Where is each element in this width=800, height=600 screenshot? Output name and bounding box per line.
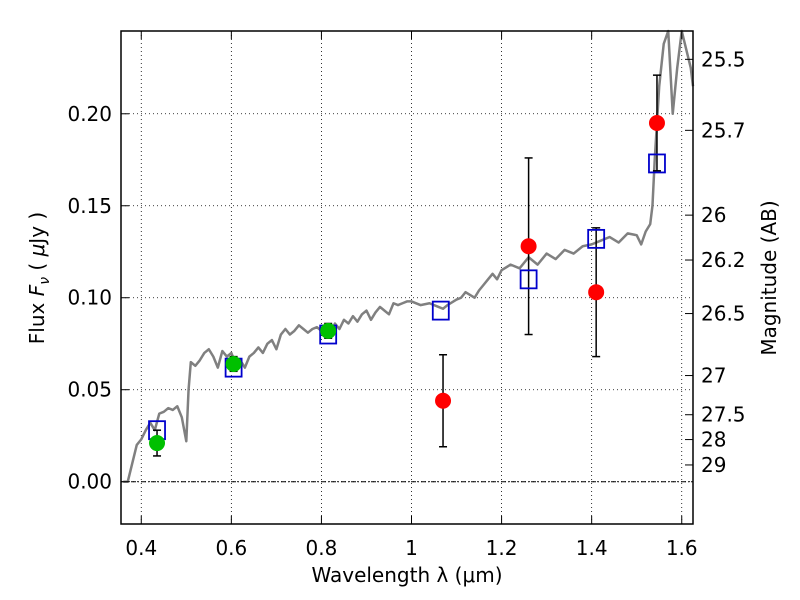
spectrum-line (123, 29, 695, 483)
y-label-symbol-mu: μ (25, 244, 49, 258)
model-square-marker (587, 228, 606, 249)
y2-tick-label: 25.5 (701, 47, 746, 71)
nondetection-point (648, 114, 665, 131)
detection-point (320, 322, 337, 339)
nondetection-point (520, 238, 537, 255)
detection-point (225, 355, 242, 372)
x-tick-label: 1.6 (666, 536, 698, 560)
y2-tick-label: 29 (701, 453, 726, 477)
x-axis-label: Wavelength λ (μm) (311, 563, 502, 587)
y-axis-label: Flux Fν ( μJy ) (25, 212, 53, 344)
axis-ticks: 0.4 0.6 0.8 1 1.2 1.4 1.6 0.00 0.05 0.10 0.15 0.20 2… (67, 31, 746, 560)
y2-tick-label: 26 (701, 203, 726, 227)
y-label-part: ( (25, 256, 49, 277)
model-square-marker (648, 153, 666, 174)
x-tick-label: 0.8 (306, 536, 338, 560)
data-series (123, 29, 695, 483)
y2-tick-label: 26.5 (701, 302, 746, 326)
x-tick-label: 0.6 (215, 536, 247, 560)
plot-frame (120, 30, 694, 525)
x-tick-label: 1.2 (486, 536, 518, 560)
detection-point (149, 435, 166, 452)
y2-tick-label: 25.7 (701, 118, 746, 142)
x-tick-label: 1 (405, 536, 418, 560)
y-tick-label: 0.10 (67, 286, 112, 310)
y2-tick-label: 28 (701, 428, 726, 452)
y-label-part: Jy ) (25, 212, 49, 246)
y-label-subscript-nu: ν (37, 277, 53, 285)
y-tick-label: 0.20 (67, 102, 112, 126)
nondetection-point (588, 284, 605, 301)
y-tick-label: 0.15 (67, 194, 112, 218)
y2-tick-label: 27 (701, 364, 726, 388)
x-tick-label: 0.4 (125, 536, 157, 560)
y-tick-label: 0.05 (67, 378, 112, 402)
nondetection-point (435, 392, 452, 409)
y2-axis-label: Magnitude (AB) (757, 200, 781, 355)
y2-tick-label: 27.5 (701, 403, 746, 427)
model-square-marker (519, 269, 538, 290)
y-label-symbol-f: F (25, 284, 49, 296)
y-label-part: Flux (25, 296, 49, 344)
plot-area-background (121, 31, 693, 524)
y-tick-label: 0.00 (67, 470, 112, 494)
x-tick-label: 1.4 (576, 536, 608, 560)
y2-tick-label: 26.2 (701, 248, 746, 272)
model-square-marker (431, 300, 450, 321)
